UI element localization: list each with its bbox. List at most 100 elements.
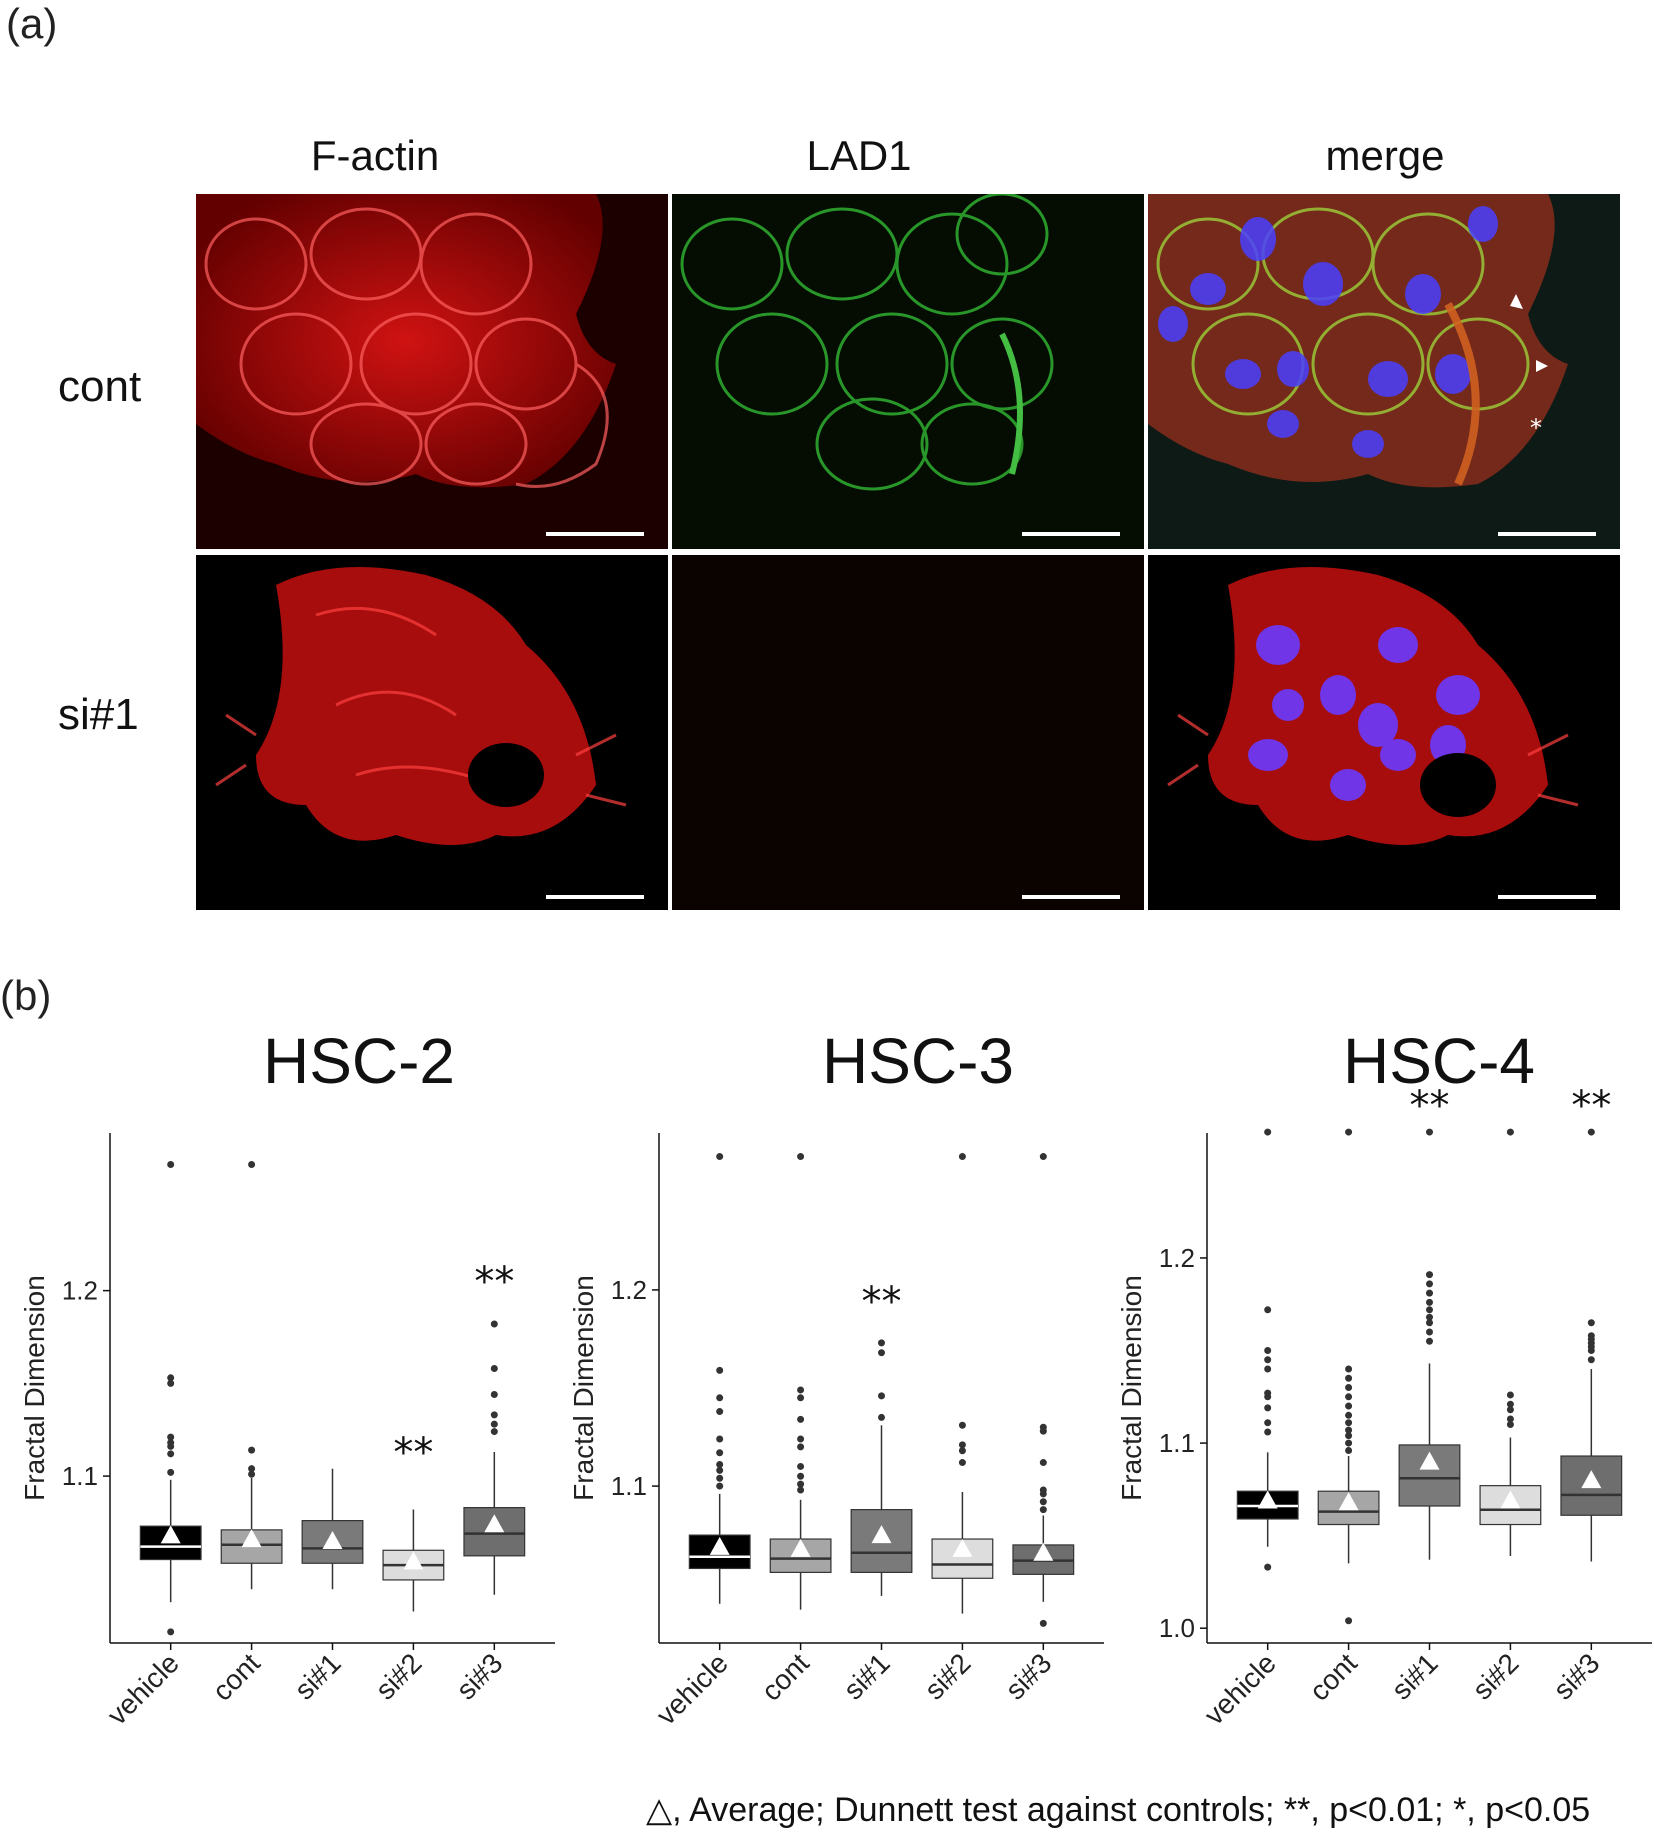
micrograph-cont-merge: * (1148, 194, 1620, 549)
x-tick-label: si#1 (288, 1647, 346, 1705)
significance-marker: ** (862, 1279, 902, 1325)
outlier-point (167, 1468, 175, 1476)
outlier-point (1506, 1421, 1514, 1429)
outlier-point (167, 1374, 175, 1382)
outlier-point (1345, 1426, 1353, 1434)
column-header-f-actin: F-actin (310, 132, 440, 179)
outlier-point (716, 1466, 724, 1474)
mean-triangle (484, 1514, 505, 1533)
mean-triangle (1033, 1542, 1054, 1561)
outlier-point (1264, 1419, 1272, 1427)
outlier-point (958, 1153, 966, 1161)
x-tick-label: vehicle (650, 1647, 734, 1731)
outlier-point (1506, 1391, 1514, 1399)
outlier-point (1264, 1365, 1272, 1373)
mean-triangle (1419, 1451, 1440, 1470)
outlier-point (958, 1447, 966, 1455)
outlier-point (1345, 1446, 1353, 1454)
outlier-point (490, 1365, 498, 1373)
chart-title-hsc2: HSC-2 (262, 1025, 456, 1097)
outlier-point (1264, 1128, 1272, 1136)
x-tick-label: si#3 (999, 1647, 1057, 1705)
outlier-point (958, 1441, 966, 1449)
micrograph-si1-lad1 (672, 555, 1144, 910)
outlier-point (716, 1408, 724, 1416)
outlier-point (1345, 1419, 1353, 1427)
x-tick-label: si#2 (1466, 1647, 1524, 1705)
outlier-point (1587, 1128, 1595, 1136)
mean-triangle (1581, 1470, 1602, 1489)
x-tick-label: cont (755, 1647, 814, 1706)
outlier-point (1264, 1563, 1272, 1571)
mean-triangle (709, 1536, 730, 1555)
outlier-point (1039, 1459, 1047, 1467)
outlier-point (1345, 1365, 1353, 1373)
outlier-point (167, 1379, 175, 1387)
mean-triangle (1500, 1490, 1521, 1509)
significance-marker: ** (1410, 1083, 1450, 1129)
outlier-point (1426, 1319, 1433, 1327)
mean-triangle (871, 1525, 892, 1544)
column-header-lad1: LAD1 (806, 132, 912, 179)
x-tick-label: si#2 (918, 1647, 976, 1705)
scale-bar (1498, 895, 1596, 899)
outlier-point (490, 1411, 498, 1419)
outlier-point (716, 1153, 724, 1161)
outlier-point (1506, 1406, 1514, 1414)
y-tick-label: 1.0 (1159, 1613, 1195, 1643)
outlier-point (248, 1161, 256, 1169)
micrograph-cont-f-actin (196, 194, 668, 549)
outlier-point (1426, 1298, 1433, 1306)
outlier-point (716, 1449, 724, 1457)
figure-footnote: △, Average; Dunnett test against control… (646, 1791, 1591, 1829)
outlier-point (1506, 1415, 1514, 1423)
outlier-point (248, 1446, 256, 1454)
y-tick-label: 1.1 (1159, 1428, 1195, 1458)
outlier-point (1345, 1439, 1353, 1447)
mean-triangle (241, 1529, 262, 1548)
outlier-point (1264, 1347, 1272, 1355)
outlier-point (1039, 1153, 1047, 1161)
outlier-point (797, 1394, 805, 1402)
outlier-point (1587, 1332, 1595, 1340)
micrograph-si1-f-actin (196, 555, 668, 910)
significance-marker: ** (474, 1259, 514, 1305)
y-axis-label: Fractal Dimension (1116, 1275, 1147, 1501)
micrograph-cont-lad1 (672, 194, 1144, 549)
scale-bar (546, 895, 644, 899)
x-tick-label: cont (1303, 1647, 1362, 1706)
x-tick-label: vehicle (1198, 1647, 1282, 1731)
outlier-point (878, 1349, 885, 1357)
outlier-point (1426, 1280, 1433, 1288)
outlier-point (1264, 1356, 1272, 1364)
outlier-point (1345, 1374, 1353, 1382)
outlier-point (1345, 1411, 1353, 1419)
column-header-merge: merge (1325, 132, 1445, 179)
outlier-point (167, 1450, 175, 1458)
outlier-point (716, 1461, 724, 1468)
outlier-point (167, 1433, 175, 1441)
outlier-point (1039, 1619, 1047, 1627)
outlier-point (1587, 1356, 1595, 1364)
outlier-point (878, 1339, 885, 1347)
row-header-si1: si#1 (58, 690, 139, 739)
outlier-point (1039, 1423, 1047, 1431)
asterisk-marker: * (1530, 414, 1542, 442)
outlier-point (797, 1435, 805, 1443)
x-tick-label: si#2 (369, 1647, 427, 1705)
y-tick-label: 1.2 (1159, 1243, 1195, 1273)
outlier-point (1345, 1393, 1353, 1401)
outlier-point (1426, 1289, 1433, 1297)
y-tick-label: 1.1 (62, 1461, 98, 1491)
y-axis-label: Fractal Dimension (19, 1275, 50, 1501)
x-tick-label: si#3 (1547, 1647, 1605, 1705)
scale-bar (1498, 532, 1596, 536)
mean-triangle (1257, 1490, 1278, 1509)
outlier-point (1345, 1384, 1353, 1392)
y-axis-label: Fractal Dimension (568, 1275, 599, 1501)
y-tick-label: 1.2 (62, 1276, 98, 1306)
outlier-point (797, 1153, 805, 1161)
outlier-point (1426, 1306, 1433, 1314)
outlier-point (878, 1392, 885, 1400)
